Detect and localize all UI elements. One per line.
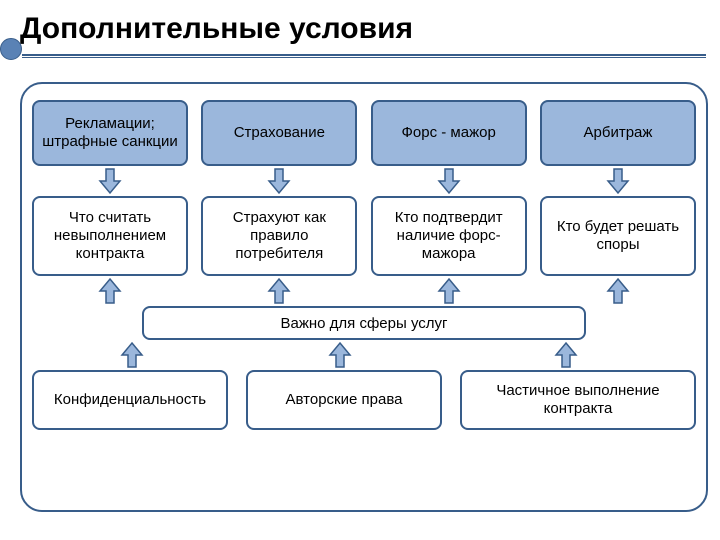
arrow-up-2 — [371, 276, 527, 306]
arrow-down-3 — [540, 166, 696, 196]
arrow-down-2 — [371, 166, 527, 196]
row-bottom: Конфиденциальность Авторские права Части… — [32, 370, 696, 430]
arrow-up-b1 — [240, 340, 440, 370]
top-box-3: Арбитраж — [540, 100, 696, 166]
arrow-down-icon — [435, 167, 463, 195]
arrow-up-3 — [540, 276, 696, 306]
arrow-down-0 — [32, 166, 188, 196]
row-top: Рекламации; штрафные санкции Страхование… — [32, 100, 696, 166]
bot-box-1: Авторские права — [246, 370, 442, 430]
title-rule-thick — [22, 54, 706, 56]
top-box-1: Страхование — [201, 100, 357, 166]
arrow-up-b0 — [32, 340, 232, 370]
title-section: Дополнительные условия — [0, 0, 720, 54]
arrows-down — [32, 166, 696, 196]
arrow-up-icon — [604, 277, 632, 305]
row-mid: Что считать невыполнением контракта Стра… — [32, 196, 696, 276]
bot-box-2: Частичное выполнение контракта — [460, 370, 696, 430]
arrows-up-bottom — [32, 340, 696, 370]
mid-box-2: Кто подтвердит наличие форс-мажора — [371, 196, 527, 276]
top-box-0: Рекламации; штрафные санкции — [32, 100, 188, 166]
arrows-up-top — [32, 276, 696, 306]
arrow-up-b2 — [448, 340, 684, 370]
mid-box-3: Кто будет решать споры — [540, 196, 696, 276]
arrow-up-1 — [201, 276, 357, 306]
arrow-up-icon — [435, 277, 463, 305]
arrow-up-icon — [326, 341, 354, 369]
arrow-up-icon — [552, 341, 580, 369]
arrow-down-icon — [96, 167, 124, 195]
arrow-down-1 — [201, 166, 357, 196]
middle-wide-box: Важно для сферы услуг — [142, 306, 586, 340]
top-box-2: Форс - мажор — [371, 100, 527, 166]
bot-box-0: Конфиденциальность — [32, 370, 228, 430]
mid-box-0: Что считать невыполнением контракта — [32, 196, 188, 276]
accent-circle-icon — [0, 38, 22, 60]
arrow-up-icon — [96, 277, 124, 305]
mid-box-1: Страхуют как правило потребителя — [201, 196, 357, 276]
arrow-down-icon — [604, 167, 632, 195]
diagram-container: Рекламации; штрафные санкции Страхование… — [20, 82, 708, 512]
arrow-up-icon — [265, 277, 293, 305]
arrow-down-icon — [265, 167, 293, 195]
page-title: Дополнительные условия — [20, 12, 700, 46]
title-rule-thin — [22, 57, 706, 58]
arrow-up-icon — [118, 341, 146, 369]
arrow-up-0 — [32, 276, 188, 306]
